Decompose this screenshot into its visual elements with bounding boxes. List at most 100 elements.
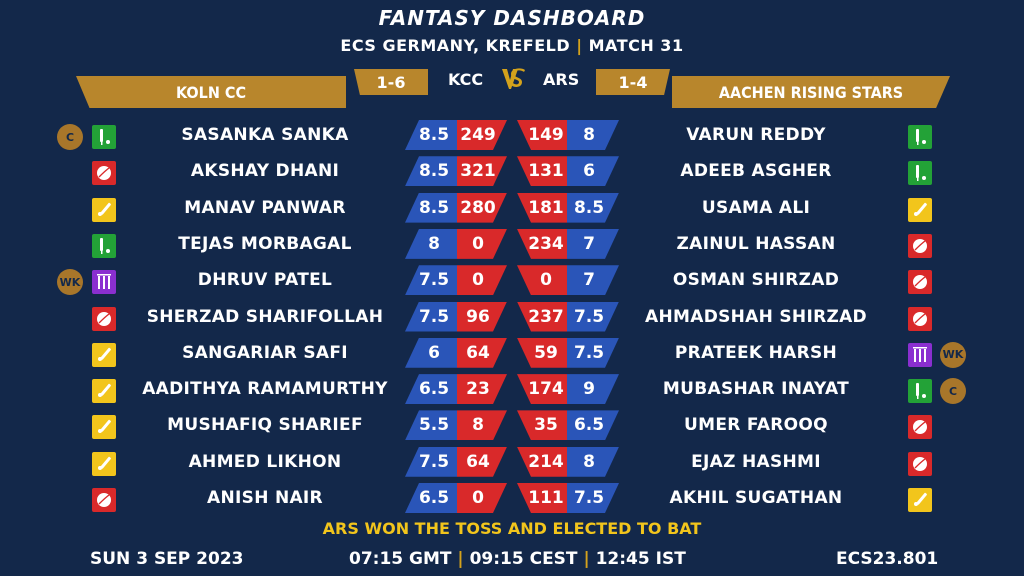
left-player-name: SHERZAD SHARIFOLLAH <box>146 306 384 327</box>
player-row: AADITHYA RAMAMURTHY 6.5 23 174 9 MUBASHAR INA… <box>0 371 1024 407</box>
right-player-ball-icon <box>908 451 932 476</box>
left-player-allrounder-icon <box>92 415 116 440</box>
right-player-name: UMER FAROOQ <box>684 415 828 436</box>
player-row: WK DHRUV PATEL 7.5 0 0 7 OSMAN SHIRZAD <box>0 262 1024 298</box>
right-player-ball-icon <box>908 270 932 295</box>
right-player-credits: 7 <box>567 265 619 296</box>
left-player-allrounder-icon <box>92 451 116 476</box>
left-player-allrounder-icon <box>92 379 116 404</box>
player-row: AHMED LIKHON 7.5 64 214 8 EJAZ HASHMI <box>0 444 1024 480</box>
left-player-points: 8 <box>457 410 507 441</box>
left-player-name: DHRUV PATEL <box>197 270 333 291</box>
left-player-badge: WK <box>57 269 83 296</box>
right-player-points: 237 <box>517 301 567 332</box>
right-player-points: 181 <box>517 192 567 223</box>
right-player-points: 131 <box>517 156 567 187</box>
right-player-credits: 7.5 <box>567 483 619 513</box>
left-player-ball-icon <box>92 306 116 331</box>
left-player-credits: 5.5 <box>405 410 457 441</box>
time-separator-2: | <box>583 549 590 569</box>
left-player-credits: 8 <box>405 228 457 259</box>
left-player-points: 321 <box>457 156 507 187</box>
left-player-points: 96 <box>457 301 507 332</box>
left-player-credits: 7.5 <box>405 446 457 477</box>
left-player-name: AKSHAY DHANI <box>190 161 340 182</box>
right-player-credits: 8 <box>567 120 619 150</box>
right-player-bat-icon <box>908 161 932 186</box>
right-player-points: 35 <box>517 410 567 441</box>
match-number: MATCH 31 <box>588 36 684 55</box>
toss-result: ARS WON THE TOSS AND ELECTED TO BAT <box>322 519 702 538</box>
dashboard-title: FANTASY DASHBOARD <box>378 6 646 30</box>
left-player-name: ANISH NAIR <box>207 488 323 508</box>
right-player-name: AHMADSHAH SHIRZAD <box>645 306 867 327</box>
left-player-ball-icon <box>92 161 116 186</box>
right-player-points: 149 <box>517 120 567 150</box>
player-row: SANGARIAR SAFI 6 64 59 7.5 PRATEEK HARSH WK <box>0 335 1024 371</box>
right-player-badge: C <box>940 378 966 405</box>
player-row: MUSHAFIQ SHARIEF 5.5 8 35 6.5 UMER FAROOQ <box>0 407 1024 443</box>
right-player-ball-icon <box>908 306 932 331</box>
left-player-bat-icon <box>92 233 116 258</box>
left-team-record: 1-6 <box>354 69 428 95</box>
right-player-points: 214 <box>517 446 567 477</box>
right-player-badge: WK <box>940 341 966 368</box>
left-team-banner: KOLN CC <box>76 76 346 108</box>
right-player-points: 111 <box>517 483 567 513</box>
left-player-credits: 7.5 <box>405 265 457 296</box>
right-player-credits: 8.5 <box>567 192 619 223</box>
right-player-allrounder-icon <box>908 197 932 222</box>
player-row: AKSHAY DHANI 8.5 321 131 6 ADEEB ASGHER <box>0 153 1024 189</box>
vs-logo <box>500 66 526 98</box>
competition-name: ECS GERMANY, KREFELD <box>340 36 571 55</box>
match-date: SUN 3 SEP 2023 <box>90 549 244 569</box>
left-team-abbr: KCC <box>448 70 484 89</box>
player-row: C SASANKA SANKA 8.5 249 149 8 VARUN REDDY <box>0 117 1024 153</box>
right-player-points: 59 <box>517 337 567 368</box>
right-player-name: MUBASHAR INAYAT <box>662 379 850 400</box>
right-player-credits: 9 <box>567 374 619 405</box>
left-player-credits: 7.5 <box>405 301 457 332</box>
right-team-record: 1-4 <box>596 69 670 95</box>
player-row: SHERZAD SHARIFOLLAH 7.5 96 237 7.5 AHMADSHAH … <box>0 299 1024 335</box>
left-player-points: 64 <box>457 446 507 477</box>
right-player-credits: 7 <box>567 228 619 259</box>
vs-icon <box>502 68 525 89</box>
right-team-abbr: ARS <box>543 70 580 89</box>
left-player-points: 0 <box>457 483 507 513</box>
right-player-points: 174 <box>517 374 567 405</box>
left-player-allrounder-icon <box>92 342 116 367</box>
left-player-bat-icon <box>92 125 116 149</box>
time-ist: 12:45 IST <box>595 549 686 569</box>
left-player-badge: C <box>57 124 83 150</box>
left-player-name: SASANKA SANKA <box>181 125 349 145</box>
right-player-credits: 6.5 <box>567 410 619 441</box>
left-player-points: 249 <box>457 120 507 150</box>
left-player-credits: 6.5 <box>405 483 457 513</box>
right-player-points: 0 <box>517 265 567 296</box>
right-player-name: EJAZ HASHMI <box>691 451 821 472</box>
left-player-name: AADITHYA RAMAMURTHY <box>142 379 388 400</box>
right-player-name: OSMAN SHIRZAD <box>672 270 840 291</box>
left-player-name: MANAV PANWAR <box>184 197 346 218</box>
right-player-credits: 7.5 <box>567 337 619 368</box>
left-player-allrounder-icon <box>92 197 116 222</box>
left-player-wicket-icon <box>92 270 116 295</box>
left-player-points: 64 <box>457 337 507 368</box>
right-player-ball-icon <box>908 233 932 258</box>
match-code: ECS23.801 <box>836 549 939 569</box>
left-player-points: 0 <box>457 265 507 296</box>
right-player-ball-icon <box>908 415 932 440</box>
left-player-name: SANGARIAR SAFI <box>182 342 348 363</box>
right-player-points: 234 <box>517 228 567 259</box>
right-player-name: ADEEB ASGHER <box>680 161 832 182</box>
right-player-wicket-icon <box>908 342 932 367</box>
right-team-banner: AACHEN RISING STARS <box>672 76 950 108</box>
time-gmt: 07:15 GMT <box>349 549 452 569</box>
right-player-name: ZAINUL HASSAN <box>676 233 836 254</box>
left-player-credits: 6.5 <box>405 374 457 405</box>
right-player-name: USAMA ALI <box>701 197 811 218</box>
player-row: TEJAS MORBAGAL 8 0 234 7 ZAINUL HASSAN <box>0 226 1024 262</box>
right-player-allrounder-icon <box>908 488 932 512</box>
player-row: MANAV PANWAR 8.5 280 181 8.5 USAMA ALI <box>0 190 1024 226</box>
